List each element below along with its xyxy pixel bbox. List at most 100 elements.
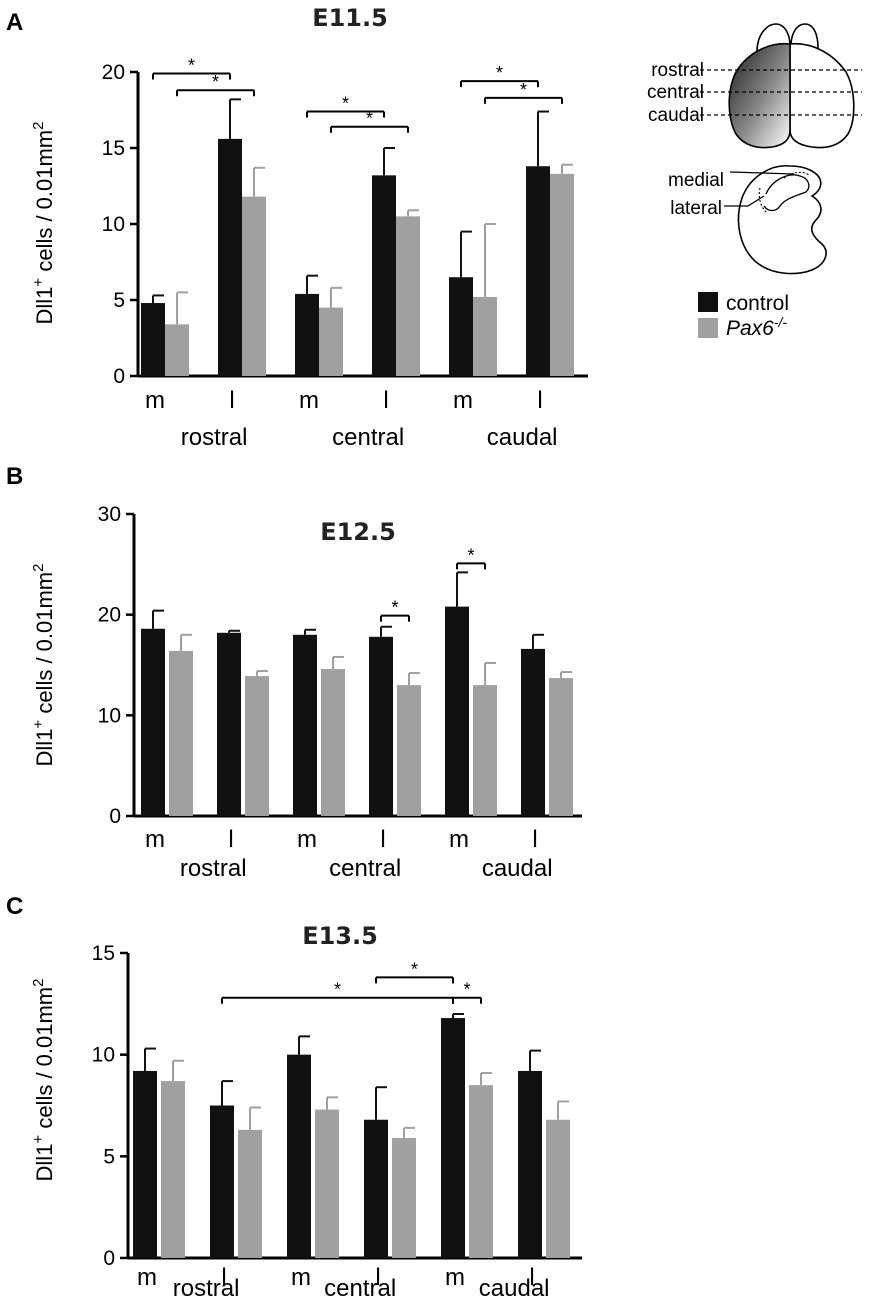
- y-tick-label: 0: [109, 805, 121, 828]
- group-label: central: [324, 1275, 396, 1300]
- olfactory-bulb-right: [790, 23, 819, 49]
- bar-mutant: [397, 685, 421, 816]
- category-label: l: [228, 826, 233, 853]
- y-tick-label: 15: [102, 137, 125, 160]
- group-label: rostral: [173, 1275, 240, 1300]
- bar-mutant: [396, 216, 420, 376]
- legend-swatch-control: [698, 292, 718, 312]
- group-label: central: [332, 424, 404, 451]
- y-tick-label: 10: [92, 1044, 115, 1067]
- y-label-exp: 2: [30, 564, 47, 572]
- significance-star: *: [496, 63, 503, 83]
- y-axis-label: Dll1+ cells / 0.01mm2: [30, 979, 57, 1182]
- y-label-main: Dll1: [32, 729, 57, 767]
- category-label: l: [529, 1264, 534, 1291]
- bar-control: [364, 1119, 388, 1258]
- category-label: m: [445, 1264, 465, 1291]
- coronal-section: [737, 165, 827, 275]
- y-tick-label: 5: [103, 1145, 115, 1168]
- medial-zone: [783, 171, 811, 179]
- bar-mutant: [321, 669, 345, 816]
- bar-control: [449, 277, 473, 376]
- schematic-lateral-label: lateral: [670, 198, 722, 219]
- significance-star: *: [334, 980, 341, 1000]
- bar-mutant: [473, 296, 497, 376]
- bar-mutant: [473, 685, 497, 816]
- group-label: rostral: [181, 424, 248, 451]
- lateral-pointer: [724, 195, 765, 207]
- lateral-zone: [758, 187, 767, 213]
- y-axis-label: Dll1+ cells / 0.01mm2: [30, 122, 57, 325]
- bar-control: [293, 634, 317, 816]
- y-label-main: Dll1: [32, 1144, 57, 1182]
- chart-title: E13.5: [302, 922, 378, 950]
- bar-mutant: [550, 173, 574, 376]
- left-hemisphere-gradient: [728, 42, 791, 149]
- bar-mutant: [161, 1081, 185, 1258]
- bar-control: [133, 1070, 157, 1258]
- bar-control: [141, 303, 165, 376]
- legend: control Pax6-/-: [698, 292, 789, 340]
- bar-mutant: [549, 678, 573, 816]
- y-tick-label: 30: [98, 503, 121, 526]
- schematic-caudal-label: caudal: [648, 105, 704, 126]
- category-label: m: [449, 826, 469, 853]
- y-tick-label: 10: [102, 213, 125, 236]
- y-label-rest: cells / 0.01mm: [32, 572, 57, 720]
- bar-control: [526, 166, 550, 376]
- significance-star: *: [467, 545, 474, 565]
- panel-a: A E11.5 Dll1+ cells / 0.01mm2 0 5 10 15 20 m l…: [6, 4, 588, 451]
- y-label-sup: +: [30, 720, 47, 729]
- panel-b: B E12.5 Dll1+ cells / 0.01mm2 0 10 20 30 m l m…: [6, 463, 582, 882]
- panel-letter: C: [6, 893, 23, 920]
- bar-mutant: [392, 1138, 416, 1258]
- group-label: central: [329, 855, 401, 882]
- legend-mutant-sup: -/-: [774, 314, 788, 330]
- category-label: m: [297, 826, 317, 853]
- y-axis-label: Dll1+ cells / 0.01mm2: [30, 564, 57, 767]
- bar-control: [141, 628, 165, 816]
- bar-control: [217, 632, 241, 816]
- bar-control: [295, 293, 319, 376]
- group-label: caudal: [482, 855, 553, 882]
- category-label: l: [383, 387, 388, 414]
- legend-mutant-main: Pax6: [726, 317, 774, 340]
- bar-control: [445, 606, 469, 816]
- category-label: l: [375, 1264, 380, 1291]
- bar-control: [518, 1070, 542, 1258]
- legend-label-control: control: [726, 292, 789, 315]
- y-label-exp: 2: [30, 122, 47, 130]
- panel-letter: B: [6, 463, 23, 490]
- y-tick-label: 15: [92, 942, 115, 965]
- schematic-medial-label: medial: [668, 170, 724, 191]
- category-label: m: [299, 387, 319, 414]
- category-label: l: [537, 387, 542, 414]
- bar-control: [521, 648, 545, 816]
- right-hemisphere: [789, 42, 855, 149]
- group-label: caudal: [479, 1275, 550, 1300]
- group-label: caudal: [487, 424, 558, 451]
- bar-control: [210, 1105, 234, 1258]
- bar-mutant: [245, 676, 269, 816]
- bar-mutant: [165, 324, 189, 376]
- y-tick-label: 5: [113, 289, 125, 312]
- schematic-central-label: central: [647, 82, 704, 103]
- significance-star: *: [366, 109, 373, 129]
- category-label: l: [221, 1264, 226, 1291]
- bar-mutant: [242, 196, 266, 376]
- category-label: l: [229, 387, 234, 414]
- y-tick-label: 20: [102, 61, 125, 84]
- panel-c: C E13.5 Dll1+ cells / 0.01mm2 0 5 10 15 m l m l…: [6, 893, 582, 1300]
- category-label: m: [453, 387, 473, 414]
- significance-star: *: [411, 959, 418, 979]
- bar-control: [287, 1054, 311, 1258]
- significance-star: *: [463, 980, 470, 1000]
- brain-schematic: rostral central caudal medial lateral: [647, 23, 862, 275]
- y-label-sup: +: [30, 278, 47, 287]
- y-tick-label: 20: [98, 604, 121, 627]
- legend-label-mutant: Pax6-/-: [726, 314, 787, 340]
- bar-mutant: [238, 1129, 262, 1258]
- y-label-exp: 2: [30, 979, 47, 987]
- significance-star: *: [520, 80, 527, 100]
